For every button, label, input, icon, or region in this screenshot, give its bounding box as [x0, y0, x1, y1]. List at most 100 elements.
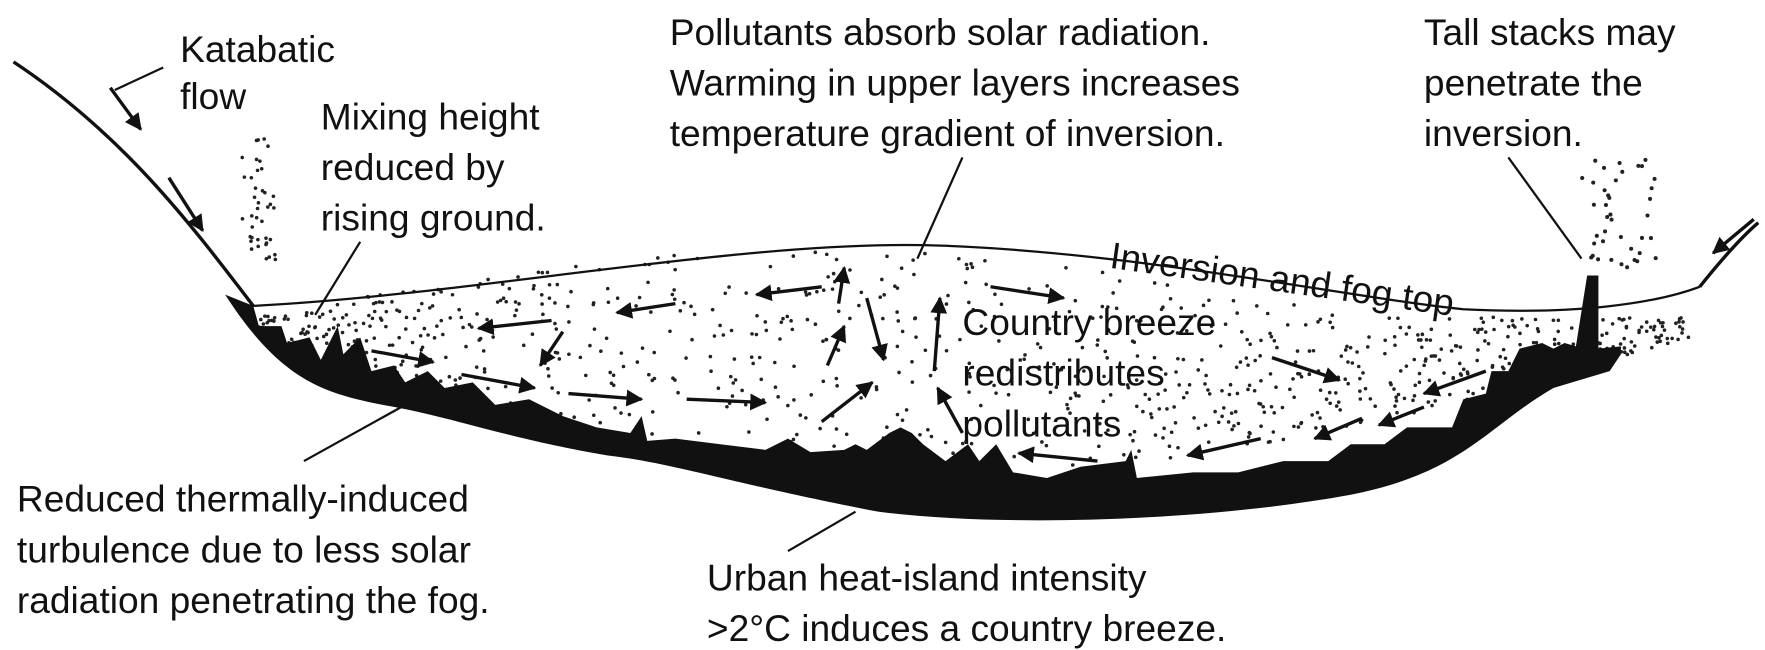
dot — [474, 365, 479, 369]
dot — [1246, 387, 1250, 392]
dot — [880, 277, 884, 282]
dot — [757, 355, 762, 360]
dot — [1310, 413, 1314, 417]
dot — [848, 316, 852, 321]
dot — [725, 404, 729, 409]
dot — [1269, 404, 1274, 409]
dot — [609, 381, 614, 386]
dot — [690, 337, 694, 342]
dot — [1479, 316, 1484, 321]
dot — [256, 200, 261, 205]
dot — [1589, 255, 1594, 260]
dot — [678, 309, 683, 313]
dot — [1064, 265, 1068, 270]
dot — [258, 159, 262, 163]
dot — [324, 332, 329, 337]
dot — [587, 398, 591, 402]
dot — [1358, 420, 1363, 425]
dot — [1268, 372, 1273, 376]
dot — [1262, 410, 1267, 415]
dot — [1272, 411, 1277, 415]
dot — [728, 374, 733, 379]
label: Urban heat-island intensity >2°C induces … — [707, 556, 1226, 649]
dot — [1552, 342, 1557, 347]
dot — [435, 324, 439, 328]
dot — [438, 379, 443, 383]
dot — [1177, 383, 1182, 387]
dot — [1591, 180, 1596, 185]
dot — [900, 329, 905, 334]
dot — [721, 333, 726, 337]
dot — [1404, 364, 1409, 368]
dot — [536, 270, 541, 275]
dot — [821, 379, 826, 384]
dot — [567, 352, 571, 357]
dot — [1106, 305, 1110, 309]
dot — [379, 318, 384, 322]
label-line: flow — [180, 75, 246, 117]
dot — [250, 225, 255, 229]
dot — [1293, 360, 1298, 364]
dot — [723, 291, 728, 296]
dot — [604, 336, 609, 341]
dot — [1248, 431, 1252, 436]
dot — [1605, 215, 1610, 220]
dot — [813, 322, 818, 327]
dot — [491, 335, 495, 339]
dot — [269, 318, 274, 323]
dot — [1066, 406, 1070, 411]
dot — [268, 202, 273, 207]
dot — [399, 363, 403, 367]
dot — [727, 285, 731, 289]
dot — [336, 323, 341, 327]
dot — [1096, 338, 1100, 342]
dot — [1315, 410, 1320, 415]
dot — [1296, 371, 1300, 376]
dot — [1108, 393, 1113, 397]
dot — [1038, 345, 1043, 350]
dot — [874, 385, 879, 389]
dot — [1426, 400, 1431, 404]
dot — [367, 313, 371, 318]
dot — [1604, 331, 1609, 336]
dot — [1231, 298, 1236, 303]
dot — [1624, 324, 1629, 329]
dot — [361, 321, 366, 326]
dot — [740, 388, 744, 393]
dot — [1082, 369, 1086, 373]
dot — [482, 367, 487, 371]
dot — [1141, 409, 1145, 414]
dot — [554, 327, 559, 331]
dot — [1422, 363, 1426, 368]
dot — [682, 300, 686, 305]
dot — [1665, 336, 1670, 341]
dot — [1637, 251, 1642, 256]
label-line: Mixing height — [321, 95, 540, 137]
dot — [1602, 165, 1607, 170]
dot — [273, 257, 278, 262]
dot — [776, 395, 780, 399]
dot — [1622, 346, 1627, 350]
dot — [553, 350, 558, 355]
dot — [572, 415, 576, 420]
dot — [790, 327, 795, 332]
dot — [1622, 336, 1626, 341]
dot — [539, 293, 544, 297]
dot — [304, 310, 309, 315]
dot — [1105, 356, 1109, 360]
dot — [513, 313, 517, 318]
dot — [882, 293, 886, 297]
dot — [240, 155, 245, 160]
dot — [1271, 430, 1276, 434]
dot — [1643, 157, 1648, 162]
dot — [1152, 281, 1157, 285]
dot — [250, 235, 254, 240]
dot — [559, 411, 563, 416]
dot — [1345, 344, 1349, 349]
dot — [895, 286, 900, 290]
dot — [718, 323, 722, 328]
dot — [759, 377, 764, 382]
dot — [1458, 345, 1463, 349]
dot — [1619, 262, 1624, 267]
